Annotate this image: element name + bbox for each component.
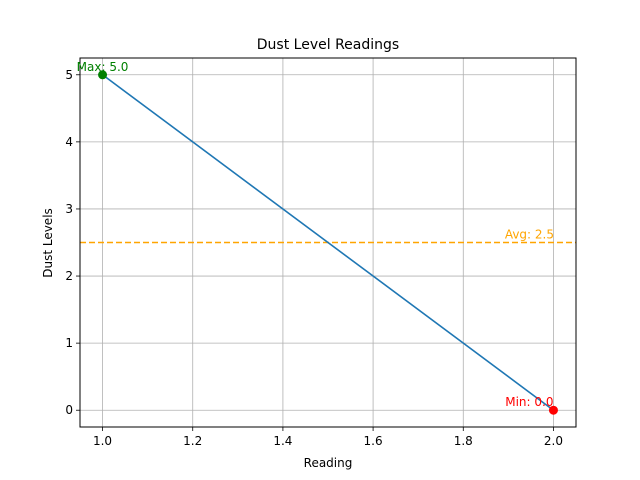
min-annotation: Min: 0.0	[505, 395, 553, 409]
annotations: Max: 5.0 Min: 0.0 Avg: 2.5	[77, 60, 554, 409]
y-tick-label: 0	[65, 403, 73, 417]
x-tick-label: 2.0	[544, 434, 563, 448]
plot-frame	[79, 57, 577, 428]
series-line	[102, 74, 554, 411]
y-tick-label: 1	[65, 336, 73, 350]
y-tick-label: 2	[65, 269, 73, 283]
points-layer	[98, 70, 558, 415]
average-annotation: Avg: 2.5	[505, 228, 554, 242]
x-ticks: 1.0 1.2 1.4 1.6 1.8 2.0	[93, 427, 563, 448]
max-annotation: Max: 5.0	[77, 60, 129, 74]
min-point-marker	[548, 405, 558, 415]
series-layer	[102, 74, 554, 411]
y-axis-label: Dust Levels	[41, 208, 55, 278]
y-ticks: 0 1 2 3 4 5	[65, 68, 80, 417]
y-tick-label: 3	[65, 202, 73, 216]
x-tick-label: 1.8	[454, 434, 473, 448]
x-axis-label: Reading	[304, 456, 353, 470]
x-tick-label: 1.0	[93, 434, 112, 448]
y-tick-label: 5	[65, 68, 73, 82]
chart-title: Dust Level Readings	[257, 37, 399, 53]
max-point-marker	[98, 70, 108, 80]
x-tick-label: 1.4	[273, 434, 292, 448]
y-tick-label: 4	[65, 135, 73, 149]
x-tick-label: 1.6	[364, 434, 383, 448]
x-tick-label: 1.2	[183, 434, 202, 448]
